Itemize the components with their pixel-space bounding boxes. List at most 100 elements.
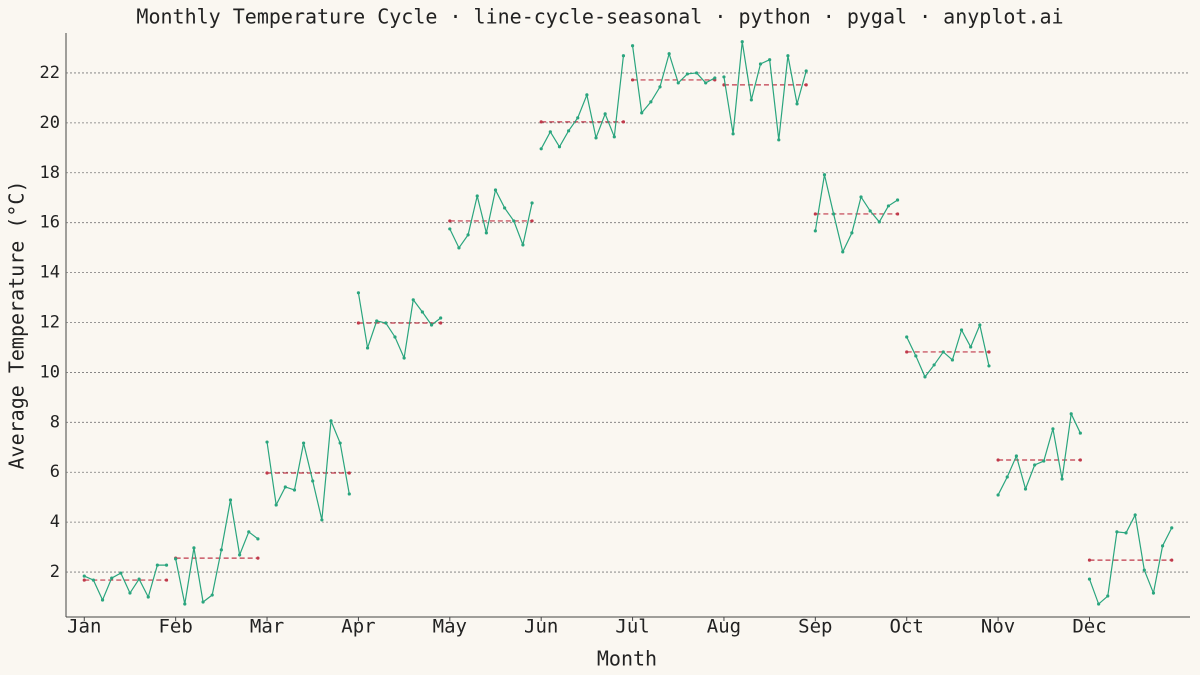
data-point [923,375,927,379]
data-point [402,356,406,360]
data-point [1160,544,1165,548]
mean-end [630,78,635,82]
data-point [1033,463,1037,467]
data-point [146,595,150,599]
series-line [906,323,990,379]
y-tick-label: 10 [40,362,60,382]
data-point [256,537,260,541]
data-point [457,246,461,250]
data-point [530,201,534,205]
data-point [576,116,580,120]
data-point [1133,513,1137,517]
mean-end [347,471,351,475]
x-tick-label: Nov [981,616,1015,638]
y-tick-label: 12 [40,313,60,333]
data-point [210,593,214,597]
data-point [1097,602,1101,606]
mean-end [439,321,443,325]
mean-end [1078,458,1082,462]
mean-end [895,212,900,216]
data-point [475,194,479,198]
data-point [1170,526,1174,530]
data-point [822,173,827,177]
x-tick-label: Sep [798,616,832,638]
y-tick-label: 22 [40,63,60,83]
x-tick-label: Feb [158,616,192,638]
data-point [119,571,123,575]
x-tick-label: Apr [341,616,375,638]
data-point [466,233,470,237]
data-point [448,227,452,231]
mean-end [1170,558,1174,562]
data-point [731,132,735,136]
series-line [997,411,1081,496]
data-point [594,136,598,140]
data-point [1115,530,1119,534]
data-point [1051,427,1055,431]
data-point [868,209,872,213]
data-point [932,363,936,367]
data-point [676,81,680,85]
data-point [1069,412,1073,416]
data-point [1023,487,1028,491]
series-line [175,499,259,605]
data-point [411,298,415,302]
series-line [266,420,350,521]
x-axis-title: Month [597,647,657,671]
data-point [786,54,790,58]
data-point [311,479,315,483]
data-point [128,591,132,595]
x-tick-label: Oct [890,616,924,638]
data-point [914,354,918,358]
data-point [292,488,297,492]
x-tick-label: Jul [615,616,649,638]
y-tick-label: 16 [40,213,60,233]
mean-end [256,556,260,560]
y-tick-label: 6 [50,462,60,482]
data-point [384,321,388,325]
data-point [164,563,169,567]
data-point [1005,475,1009,479]
data-point [603,112,607,116]
data-point [1151,591,1156,595]
data-point [621,54,626,58]
mean-end [813,212,817,216]
data-point [667,52,671,56]
data-point [503,206,507,210]
data-point [685,72,689,76]
data-point [859,195,863,199]
data-point [238,553,242,557]
data-point [813,229,817,233]
data-point [987,364,991,368]
data-point [658,85,662,89]
data-point [338,441,342,445]
data-point [521,243,525,247]
data-point [950,358,955,362]
data-point [183,602,187,606]
data-point [393,335,397,339]
data-point [804,69,808,73]
data-point [850,231,854,235]
data-point [640,111,644,115]
mean-end [905,350,909,354]
data-point [274,503,278,507]
data-point [740,40,744,44]
mean-end [82,578,86,582]
data-point [996,493,1000,497]
x-tick-label: Mar [250,616,284,638]
data-point [886,204,891,208]
data-point [329,419,333,423]
series-line [357,292,442,361]
data-point [1042,459,1046,463]
data-point [155,563,159,567]
data-point [548,130,552,134]
data-point [356,291,361,295]
x-tick-label: Dec [1072,616,1106,638]
data-point [758,62,763,66]
data-point [1078,431,1082,435]
mean-end [539,120,543,124]
data-point [905,335,909,339]
y-tick-label: 4 [50,512,60,532]
data-point [777,138,781,142]
